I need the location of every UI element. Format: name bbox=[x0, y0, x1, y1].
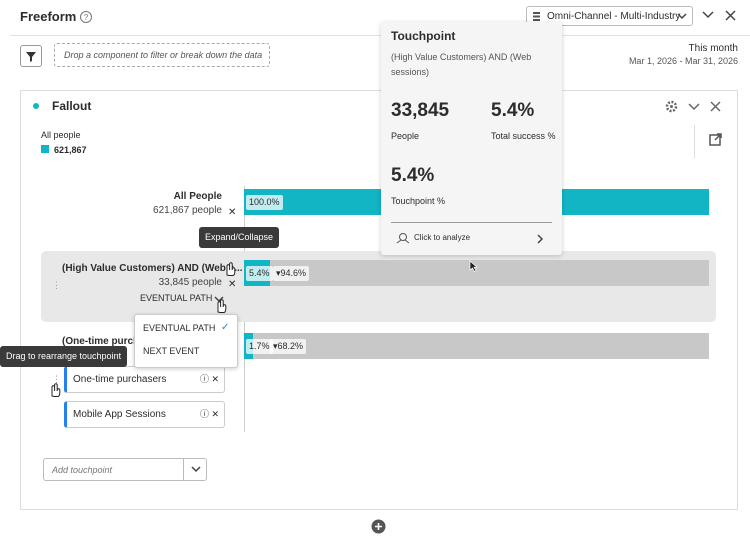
row-label: All People bbox=[173, 191, 222, 202]
divider bbox=[10, 35, 750, 36]
menu: EVENTUAL PATH ✓ NEXT EVENT bbox=[134, 314, 238, 368]
drop-label: ▾68.2% bbox=[270, 339, 307, 354]
remove[interactable]: ✕ bbox=[228, 207, 237, 218]
legend-swatch bbox=[41, 145, 49, 153]
metric-value: 5.4% bbox=[491, 100, 535, 121]
tooltip: Drag to rearrange touchpoint bbox=[0, 346, 128, 367]
panel-title: Fallout bbox=[52, 99, 92, 113]
bar-label: 5.4% bbox=[246, 266, 273, 281]
metric-label: Total success % bbox=[491, 131, 556, 141]
popover: Touchpoint (High Value Customers) AND (W… bbox=[381, 22, 562, 255]
drag-handle[interactable]: ⋮ bbox=[52, 280, 61, 290]
add-panel[interactable] bbox=[371, 519, 386, 534]
segment-pill[interactable]: Mobile App Sessions ⓘ ✕ bbox=[64, 401, 225, 428]
menu-item[interactable]: EVENTUAL PATH bbox=[143, 323, 216, 333]
metric-value: 5.4% bbox=[391, 165, 435, 186]
export[interactable] bbox=[709, 132, 723, 146]
svg-text:?: ? bbox=[84, 13, 89, 22]
analyze-link[interactable]: Click to analyze bbox=[414, 233, 471, 242]
metric-label: People bbox=[391, 131, 420, 141]
popover-title: Touchpoint bbox=[391, 29, 456, 43]
popover-subtitle: (High Value Customers) AND (Web sessions… bbox=[391, 52, 532, 77]
drag-handle[interactable]: ⋮ bbox=[52, 374, 61, 384]
panel bbox=[20, 90, 738, 510]
drop-zone[interactable]: Drop a component to filter or break down… bbox=[54, 43, 270, 67]
bar-track bbox=[244, 333, 709, 359]
row-count: 33,845 people bbox=[158, 277, 222, 288]
drop-label: ▾94.6% bbox=[273, 266, 310, 281]
close[interactable] bbox=[710, 101, 721, 112]
legend-label: All people bbox=[41, 130, 81, 140]
bar-label: 1.7% bbox=[246, 339, 273, 354]
title: Freeform bbox=[20, 9, 77, 24]
tooltip: Expand/Collapse bbox=[199, 227, 280, 248]
date-range: Mar 1, 2026 - Mar 31, 2026 bbox=[628, 56, 738, 66]
status-dot bbox=[33, 103, 39, 109]
row-label: (High Value Customers) AND (Web s... bbox=[62, 263, 243, 274]
chevron[interactable] bbox=[537, 234, 544, 244]
segment-name: One-time purchasers bbox=[73, 374, 167, 385]
row-label: (One-time purcha bbox=[62, 336, 145, 347]
metric-label: Touchpoint % bbox=[391, 196, 446, 206]
path-toggle[interactable]: EVENTUAL PATH bbox=[140, 293, 213, 303]
icon bbox=[677, 13, 687, 20]
date-label[interactable]: This month bbox=[688, 43, 738, 54]
divider bbox=[694, 125, 695, 158]
legend-value: 621,867 bbox=[54, 145, 87, 155]
cursor bbox=[469, 260, 478, 272]
icon bbox=[533, 12, 540, 21]
collapse[interactable] bbox=[688, 103, 700, 111]
segment-name: Mobile App Sessions bbox=[73, 409, 166, 420]
chevron[interactable] bbox=[214, 296, 224, 303]
bar-label: 100.0% bbox=[246, 195, 283, 210]
cursor bbox=[51, 383, 61, 397]
dataset-picker[interactable]: Omni-Channel - Multi-Industry bbox=[526, 6, 693, 26]
dataset-name: Omni-Channel - Multi-Industry bbox=[547, 11, 681, 22]
cursor bbox=[217, 299, 227, 313]
cursor bbox=[226, 262, 236, 276]
remove[interactable]: ✕ bbox=[228, 279, 237, 290]
analyze-icon bbox=[396, 233, 410, 244]
add-touchpoint[interactable]: Add touchpoint bbox=[43, 458, 207, 481]
settings[interactable] bbox=[665, 100, 678, 113]
collapse[interactable] bbox=[702, 11, 714, 19]
filter-button[interactable] bbox=[20, 45, 42, 67]
drop-hint: Drop a component to filter or break down… bbox=[64, 50, 263, 60]
row-count: 621,867 people bbox=[153, 205, 222, 216]
bar-track bbox=[244, 260, 709, 286]
menu-item[interactable]: NEXT EVENT bbox=[143, 346, 200, 356]
help-icon[interactable]: ? bbox=[79, 10, 93, 24]
segment-pill[interactable]: One-time purchasers ⓘ ✕ bbox=[64, 366, 225, 393]
placeholder: Add touchpoint bbox=[52, 465, 113, 475]
close[interactable] bbox=[725, 10, 736, 21]
metric-value: 33,845 bbox=[391, 100, 450, 121]
check: ✓ bbox=[221, 322, 230, 333]
